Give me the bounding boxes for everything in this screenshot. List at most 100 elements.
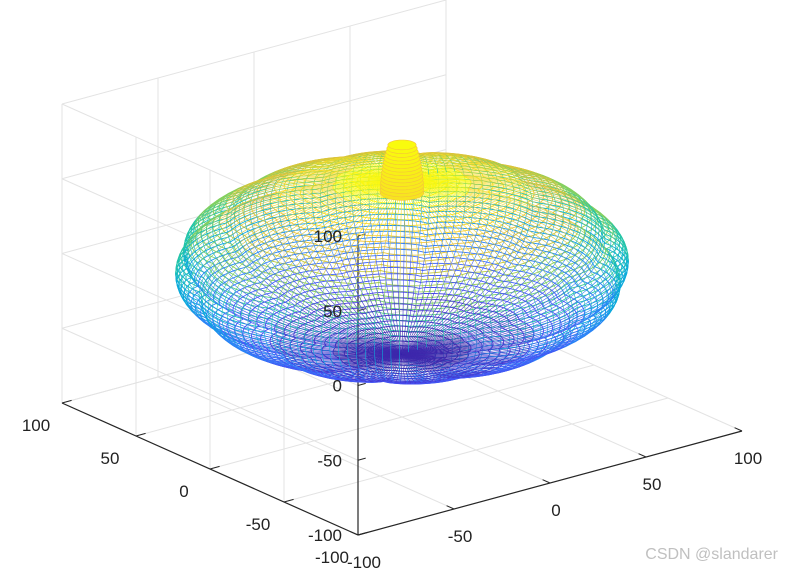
surface-meridian-line <box>178 264 191 292</box>
surface-meridian-line <box>520 203 528 234</box>
surface-meridian-line <box>596 271 608 301</box>
surface-meridian-line <box>364 343 368 367</box>
surface-meridian-line <box>454 199 502 226</box>
surface-meridian-line <box>390 314 392 345</box>
x-tick-mark <box>446 505 455 510</box>
surface-meridian-line <box>426 242 437 279</box>
surface-meridian-line <box>354 257 368 294</box>
surface-meridian-line <box>241 344 267 362</box>
surface-meridian-line <box>263 280 303 311</box>
surface-meridian-line <box>442 369 479 376</box>
surface-meridian-line <box>374 353 403 373</box>
surface-meridian-line <box>421 242 429 280</box>
surface-meridian-line <box>465 176 524 183</box>
surface-meridian-line <box>467 323 527 343</box>
surface-meridian-line <box>366 277 373 313</box>
surface-meridian-line <box>311 202 356 231</box>
surface-meridian-line <box>549 250 577 282</box>
surface-meridian-line <box>573 238 605 267</box>
surface-meridian-line <box>521 216 568 244</box>
surface-meridian-line <box>454 154 475 159</box>
surface-meridian-line <box>460 223 472 259</box>
surface-meridian-line <box>465 310 470 342</box>
surface-meridian-line <box>183 252 195 281</box>
surface-meridian-line <box>575 310 586 336</box>
surface-meridian-line <box>441 204 479 235</box>
surface-meridian-line <box>216 313 227 339</box>
surface-meridian-line <box>604 243 616 272</box>
surface-meridian-line <box>197 196 229 218</box>
surface-meridian-line <box>418 153 425 157</box>
surface-meridian-line <box>271 328 279 353</box>
surface-meridian-line <box>401 327 427 355</box>
surface-meridian-line <box>210 241 241 272</box>
surface-meridian-line <box>189 291 223 317</box>
surface-meridian-line <box>289 335 296 360</box>
surface-meridian-line <box>461 359 516 363</box>
surface-meridian-line <box>336 205 368 238</box>
surface-meridian-line <box>401 326 409 355</box>
surface-meridian-line <box>458 260 481 297</box>
surface-meridian-line <box>615 240 628 268</box>
surface-meridian-line <box>343 240 360 277</box>
surface-meridian-line <box>309 274 324 309</box>
surface-meridian-line <box>219 325 271 344</box>
surface-meridian-line <box>526 298 575 324</box>
surface-meridian-line <box>588 204 600 230</box>
surface-meridian-line <box>239 249 265 281</box>
surface-meridian-line <box>347 258 364 295</box>
surface-meridian-line <box>181 261 194 289</box>
surface-meridian-line <box>613 243 626 271</box>
surface-meridian-line <box>280 352 339 359</box>
surface-meridian-line <box>340 206 371 239</box>
surface-meridian-line <box>594 238 606 267</box>
surface-meridian-line <box>243 219 288 248</box>
surface-meridian-line <box>271 346 335 355</box>
surface-meridian-line <box>399 242 401 280</box>
surface-meridian-line <box>455 307 504 335</box>
surface-meridian-line <box>507 267 528 302</box>
surface-meridian-line <box>424 315 427 346</box>
surface-meridian-line <box>584 208 618 233</box>
surface-meridian-line <box>186 302 220 327</box>
surface-meridian-line <box>329 239 351 276</box>
surface-meridian-line <box>478 161 508 168</box>
surface-meridian-line <box>468 190 530 209</box>
surface-meridian-line <box>277 192 337 212</box>
surface-meridian-line <box>208 239 239 269</box>
surface-meridian-line <box>426 380 436 384</box>
surface-meridian-line <box>230 255 258 288</box>
surface-meridian-line <box>358 366 366 380</box>
surface-meridian-line <box>212 244 242 275</box>
surface-meridian-line <box>203 237 234 267</box>
surface-meridian-line <box>241 259 267 292</box>
surface-meridian-line <box>433 314 436 346</box>
surface-meridian-line <box>228 298 277 324</box>
surface-meridian-line <box>421 279 426 316</box>
surface-meridian-line <box>577 228 610 256</box>
surface-meridian-line <box>225 253 253 285</box>
surface-meridian-line <box>218 224 229 254</box>
surface-meridian-line <box>339 157 370 165</box>
surface-meridian-line <box>347 153 364 158</box>
surface-meridian-line <box>401 354 413 374</box>
surface-meridian-line <box>575 281 586 311</box>
surface-meridian-line <box>474 266 504 301</box>
surface-meridian-line <box>465 321 524 343</box>
surface-meridian-line <box>188 263 200 292</box>
surface-meridian-line <box>401 354 421 374</box>
surface-meridian-line <box>380 208 391 242</box>
surface-meridian-line <box>434 205 465 238</box>
pumpkin-surface <box>175 139 629 385</box>
surface-meridian-line <box>240 215 286 243</box>
surface-meridian-line <box>518 292 564 320</box>
surface-meridian-line <box>459 197 513 222</box>
surface-meridian-line <box>441 314 445 345</box>
surface-meridian-line <box>520 294 566 321</box>
surface-meridian-line <box>426 294 450 328</box>
surface-meridian-line <box>518 346 564 359</box>
surface-meridian-line <box>320 301 360 332</box>
surface-meridian-line <box>396 255 399 293</box>
surface-meridian-line <box>270 351 291 367</box>
surface-meridian-line <box>482 270 514 303</box>
